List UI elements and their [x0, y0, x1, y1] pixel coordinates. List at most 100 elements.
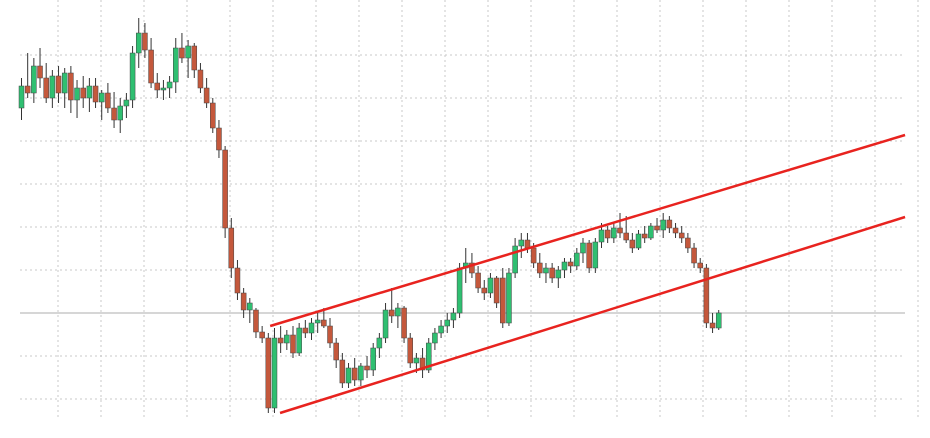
candle-body [401, 307, 407, 339]
candle-body [31, 65, 37, 94]
candle-body [623, 232, 629, 241]
candle-body [641, 233, 648, 239]
candle-body [685, 237, 691, 249]
candle-body [487, 277, 494, 294]
trend-line [279, 215, 906, 415]
candle-body [166, 81, 173, 89]
candle-body [179, 47, 185, 59]
candle-body [271, 337, 278, 409]
candle-body [500, 277, 506, 324]
candle-body [55, 75, 62, 94]
candle-body [512, 245, 518, 274]
candle-body [24, 85, 31, 94]
candle-body [450, 312, 457, 321]
candle-body [543, 267, 549, 274]
candle-body [333, 342, 339, 361]
candle-body [703, 267, 710, 324]
candle-body [290, 334, 296, 354]
candle-body [629, 239, 636, 249]
candle-body [173, 47, 179, 83]
candle-body [142, 32, 148, 51]
candle-body [370, 347, 376, 371]
candle-body [481, 287, 488, 294]
candle-body [395, 307, 401, 317]
candle-body [555, 269, 562, 279]
candle-body [43, 77, 49, 99]
candle-body [425, 342, 432, 371]
candle-body [376, 337, 383, 349]
candle-body [111, 107, 117, 121]
candle-body [580, 242, 586, 254]
candle-body [135, 32, 142, 54]
candle-body [432, 332, 438, 344]
candle-body [598, 229, 605, 243]
candle-body [80, 87, 86, 99]
candle-body [351, 367, 358, 381]
candle-body [222, 149, 228, 229]
candle-body [216, 127, 222, 151]
grid [20, 0, 919, 420]
candle-body [549, 267, 555, 279]
candle-body [234, 267, 241, 294]
candle-body [604, 229, 611, 239]
candle-body [715, 312, 722, 329]
candle-body [678, 232, 685, 239]
candle-body [302, 327, 309, 334]
candle-body [419, 357, 426, 371]
candle-body [154, 82, 161, 91]
candle-body [92, 85, 99, 103]
candle-body [49, 75, 56, 99]
candle-body [518, 239, 525, 247]
candle-body [148, 49, 154, 84]
candle-body [284, 334, 290, 344]
candle-body [358, 365, 364, 381]
candle-body [308, 322, 315, 334]
candle-body [185, 45, 191, 59]
candle-body [321, 319, 327, 327]
candle-body [247, 302, 253, 311]
candle-body [265, 337, 272, 409]
candle-body [697, 262, 703, 269]
candle-body [210, 102, 216, 129]
candle-body [469, 262, 475, 274]
candle-body [567, 261, 574, 267]
candle-body [18, 85, 25, 109]
candle-body [277, 337, 284, 344]
candle-body [259, 331, 265, 339]
candle-body [129, 52, 136, 101]
candle-body [660, 219, 666, 231]
candle-body [456, 267, 463, 314]
candle-body [506, 272, 512, 324]
candle-body [74, 87, 80, 101]
candle-body [537, 262, 543, 274]
candle-body [574, 252, 580, 267]
candle-body [592, 241, 599, 269]
candle-body [530, 247, 537, 264]
candle-body [388, 309, 395, 317]
candle-body [364, 365, 370, 371]
candle-body [105, 92, 111, 109]
candle-body [339, 359, 346, 384]
candle-body [327, 325, 333, 344]
candle-body [86, 85, 93, 99]
candle-body [475, 272, 481, 289]
candle-body [123, 99, 130, 107]
candle-body [61, 72, 68, 94]
candle-body [666, 219, 673, 229]
candle-body [191, 45, 198, 71]
candle-body [314, 319, 321, 324]
candle-body [709, 322, 716, 329]
candle-body [203, 87, 210, 104]
candle-body [407, 337, 413, 364]
candle-body [197, 69, 204, 89]
candle-body [586, 242, 592, 269]
candle-body [382, 309, 389, 339]
candle-body [117, 105, 123, 121]
candle-body [160, 87, 167, 91]
candle-body [444, 319, 450, 327]
candle-body [37, 65, 43, 79]
candle-body [296, 327, 302, 354]
candle-body [98, 92, 105, 103]
candle-body [691, 247, 697, 264]
